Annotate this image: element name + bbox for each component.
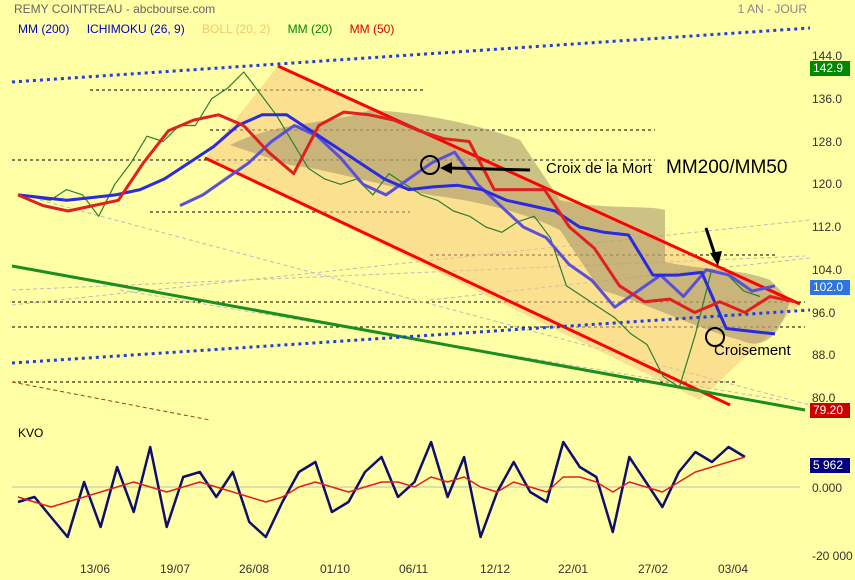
kvo-y-tick: 0.000 [812,481,843,495]
legend-ichimoku: ICHIMOKU (26, 9) [86,22,185,36]
badge-kvo: 5 962 [810,458,850,473]
badge-bottom: 79.20 [810,403,850,418]
death-cross-arrowhead [440,162,452,174]
legend: MM (200) ICHIMOKU (26, 9) BOLL (20, 2) M… [18,22,408,36]
legend-mm50: MM (50) [349,22,395,36]
bollinger-band [205,66,800,400]
kvo-y-tick: -20 000 [812,549,853,563]
x-tick: 22/01 [558,562,589,576]
kvo-line [17,440,746,539]
ichimoku-line [179,124,776,309]
x-tick: 06/11 [399,562,429,576]
y-tick: 144.0 [812,49,843,63]
lower-long-trend [11,308,811,365]
y-tick: 112.0 [812,220,842,234]
legend-boll: BOLL (20, 2) [202,22,271,36]
y-tick: 104.0 [812,262,843,277]
kvo-signal-line [17,456,746,508]
death-cross-circle [420,155,440,175]
y-tick: 128.0 [812,134,843,149]
x-tick: 12/12 [480,562,511,576]
y-tick: 96.0 [812,305,836,320]
slant-line-5 [11,381,211,421]
badge-current: 102.0 [810,280,850,295]
badge-top: 142.9 [810,61,850,76]
y-tick: 88.0 [812,348,836,363]
y-tick: 80.0 [812,391,836,405]
death-cross-annotation: Croix de la Mort [546,160,652,177]
price-panel [11,26,811,421]
x-tick: 19/07 [160,562,191,576]
y-tick: 136.0 [812,91,843,106]
death-cross-arrow [447,166,531,172]
crossing-annotation: Croisement [714,342,791,359]
mm200-line [17,113,776,336]
crossing-arrowhead [710,251,722,266]
legend-mm20: MM (20) [287,22,333,36]
x-tick: 03/04 [718,562,749,576]
upper-long-trend [11,26,811,84]
mm-pair-annotation: MM200/MM50 [666,157,788,178]
kvo-label: KVO [18,426,44,440]
mm50-line [17,110,796,314]
legend-mm200: MM (200) [18,22,70,36]
x-tick: 01/10 [320,562,351,576]
x-tick: 26/08 [239,562,270,576]
lower-channel-line [204,156,731,407]
chart-title: REMY COINTREAU - abcbourse.com [14,2,216,16]
y-tick: 120.0 [812,177,843,192]
period-label: 1 AN - JOUR [737,2,807,16]
x-tick: 13/06 [80,562,111,576]
price-series [17,71,761,388]
crossing-circle [705,327,725,347]
upper-channel-line [277,64,801,306]
mm20-trend-line [11,264,806,412]
x-tick: 27/02 [638,562,669,576]
kvo-panel [12,440,800,539]
